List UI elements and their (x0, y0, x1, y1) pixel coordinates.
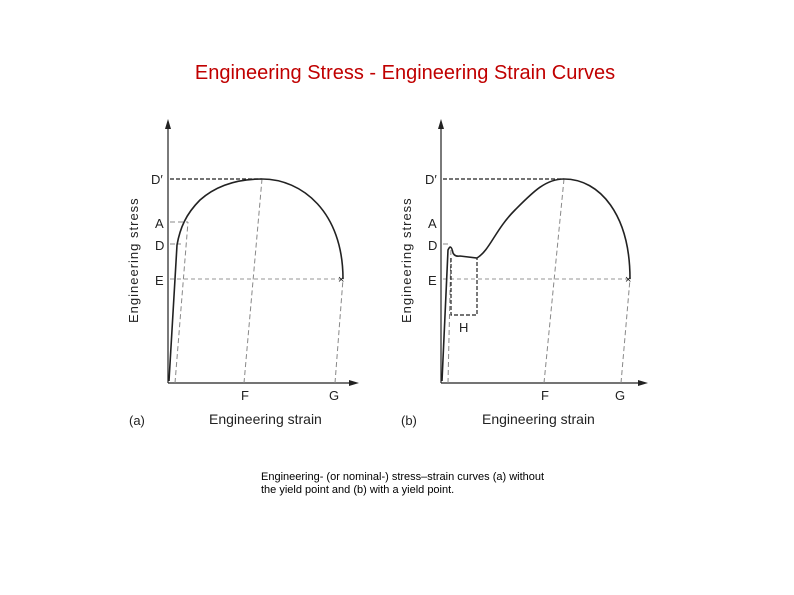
marker-d-b: D (428, 238, 437, 253)
f-line-a (243, 178, 263, 384)
panel-tag-b: (b) (401, 413, 417, 428)
x-axis-label-a: Engineering strain (209, 411, 322, 427)
f-line-b (543, 178, 565, 384)
stress-strain-curve-b (441, 178, 631, 382)
g-line-b (620, 278, 631, 384)
marker-h-b: H (459, 320, 468, 335)
unload-line-a (174, 221, 189, 384)
unload-line-b (447, 246, 452, 384)
g-line-a (334, 278, 344, 384)
x-axis-arrow-a (349, 380, 359, 386)
x-axis-label-b: Engineering strain (482, 411, 595, 427)
y-axis-label-b: Engineering stress (399, 197, 414, 323)
fracture-mark-b: × (625, 274, 631, 286)
panel-b: × D′ A D E H F G Engineering stress Engi… (399, 119, 648, 428)
x-axis-arrow-b (638, 380, 648, 386)
marker-g-a: G (329, 388, 339, 403)
stress-strain-curve-a (168, 178, 344, 382)
caption-line-1: Engineering- (or nominal-) stress–strain… (261, 471, 545, 483)
marker-f-a: F (241, 388, 249, 403)
caption-line-2: the yield point and (b) with a yield poi… (261, 484, 455, 496)
marker-e-b: E (428, 273, 437, 288)
marker-d-prime-a: D′ (151, 172, 163, 187)
fracture-mark-a: × (338, 274, 344, 286)
luders-band-bracket (450, 258, 478, 316)
marker-g-b: G (615, 388, 625, 403)
marker-d-prime-b: D′ (425, 172, 437, 187)
y-axis-label-a: Engineering stress (126, 197, 141, 323)
marker-a-a: A (155, 216, 164, 231)
marker-f-b: F (541, 388, 549, 403)
page-title: Engineering Stress - Engineering Strain … (194, 62, 616, 84)
panel-tag-a: (a) (129, 413, 145, 428)
marker-e-a: E (155, 273, 164, 288)
marker-d-a: D (155, 238, 164, 253)
figure-caption: Engineering- (or nominal-) stress–strain… (261, 471, 591, 497)
y-axis-arrow-a (165, 119, 171, 129)
marker-a-b: A (428, 216, 437, 231)
panel-a: × D′ A D E F G Engineering stress Engine… (126, 119, 359, 428)
y-axis-arrow-b (438, 119, 444, 129)
